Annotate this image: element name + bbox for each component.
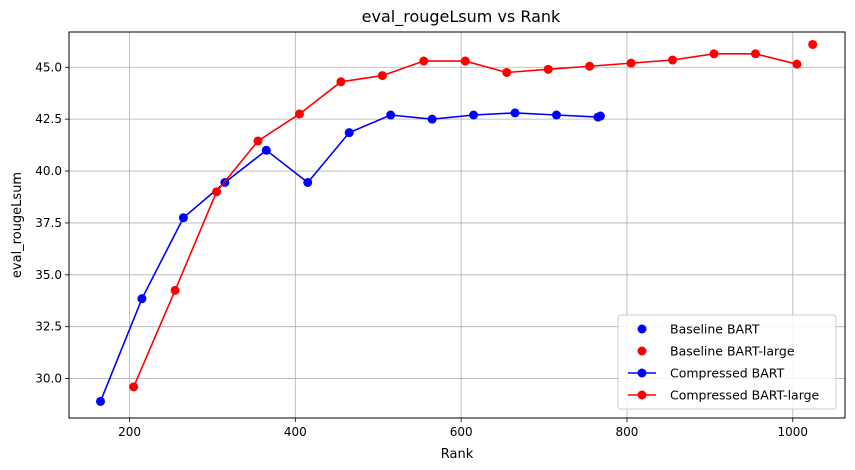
compressed-bart-point bbox=[137, 294, 147, 304]
legend-label-baseline-bart: Baseline BART bbox=[670, 322, 760, 337]
compressed-bart-large-point bbox=[750, 49, 760, 59]
compressed-bart-point bbox=[96, 396, 106, 406]
compressed-bart-large-point bbox=[170, 285, 180, 295]
x-axis-label: Rank bbox=[441, 447, 474, 462]
compressed-bart-point bbox=[178, 213, 188, 223]
compressed-bart-point bbox=[551, 110, 561, 120]
compressed-bart-large-point bbox=[626, 58, 636, 68]
y-tick-label: 40.0 bbox=[35, 164, 62, 178]
legend-label-compressed-bart-large: Compressed BART-large bbox=[670, 388, 820, 403]
y-tick-label: 32.5 bbox=[35, 320, 62, 334]
chart-title: eval_rougeLsum vs Rank bbox=[362, 7, 561, 27]
y-axis-label: eval_rougeLsum bbox=[10, 172, 25, 278]
compressed-bart-large-point bbox=[419, 56, 429, 66]
compressed-bart-large-point bbox=[585, 61, 595, 71]
x-tick-label: 200 bbox=[118, 425, 141, 439]
legend-handle-marker bbox=[637, 390, 647, 400]
compressed-bart-large-point bbox=[460, 56, 470, 66]
legend-handle-marker bbox=[637, 346, 647, 356]
legend-box bbox=[617, 314, 837, 410]
y-tick-label: 45.0 bbox=[35, 60, 62, 74]
x-tick-label: 800 bbox=[616, 425, 639, 439]
legend-label-compressed-bart: Compressed BART bbox=[670, 366, 785, 381]
compressed-bart-large-point bbox=[792, 59, 802, 69]
y-tick-label: 37.5 bbox=[35, 216, 62, 230]
compressed-bart-point bbox=[344, 128, 354, 138]
compressed-bart-large-point bbox=[294, 109, 304, 119]
x-tick-label: 400 bbox=[284, 425, 307, 439]
y-tick-label: 35.0 bbox=[35, 268, 62, 282]
x-tick-label: 1000 bbox=[777, 425, 808, 439]
compressed-bart-point bbox=[386, 110, 396, 120]
y-tick-label: 42.5 bbox=[35, 112, 62, 126]
legend: Baseline BART Baseline BART-large Compress… bbox=[617, 314, 837, 410]
compressed-bart-point bbox=[510, 108, 520, 118]
compressed-bart-large-point bbox=[212, 187, 222, 197]
compressed-bart-large-point bbox=[129, 382, 139, 392]
compressed-bart-point bbox=[593, 112, 603, 122]
legend-handle-marker bbox=[637, 368, 647, 378]
compressed-bart-point bbox=[469, 110, 479, 120]
compressed-bart-large-point bbox=[502, 67, 512, 77]
axis-ticks: 200 400 600 800 1000 30.0 32.5 35.0 37.5 40.0 42.5… bbox=[35, 60, 808, 439]
compressed-bart-large-point bbox=[709, 49, 719, 59]
compressed-bart-point bbox=[261, 145, 271, 155]
compressed-bart-large-point bbox=[377, 71, 387, 81]
plot-series bbox=[96, 39, 818, 406]
compressed-bart-large-point bbox=[668, 55, 678, 65]
compressed-bart-point bbox=[303, 177, 313, 187]
compressed-bart-large-point bbox=[253, 136, 263, 146]
compressed-bart-large-point bbox=[336, 77, 346, 87]
x-tick-label: 600 bbox=[450, 425, 473, 439]
legend-label-baseline-bart-large: Baseline BART-large bbox=[670, 344, 795, 359]
axes-frame bbox=[68, 31, 846, 419]
legend-handle-marker bbox=[637, 324, 647, 334]
y-tick-label: 30.0 bbox=[35, 372, 62, 386]
baseline-bart-large-point bbox=[808, 39, 818, 49]
compressed-bart-point bbox=[427, 114, 437, 124]
compressed-bart-large-point bbox=[543, 64, 553, 74]
